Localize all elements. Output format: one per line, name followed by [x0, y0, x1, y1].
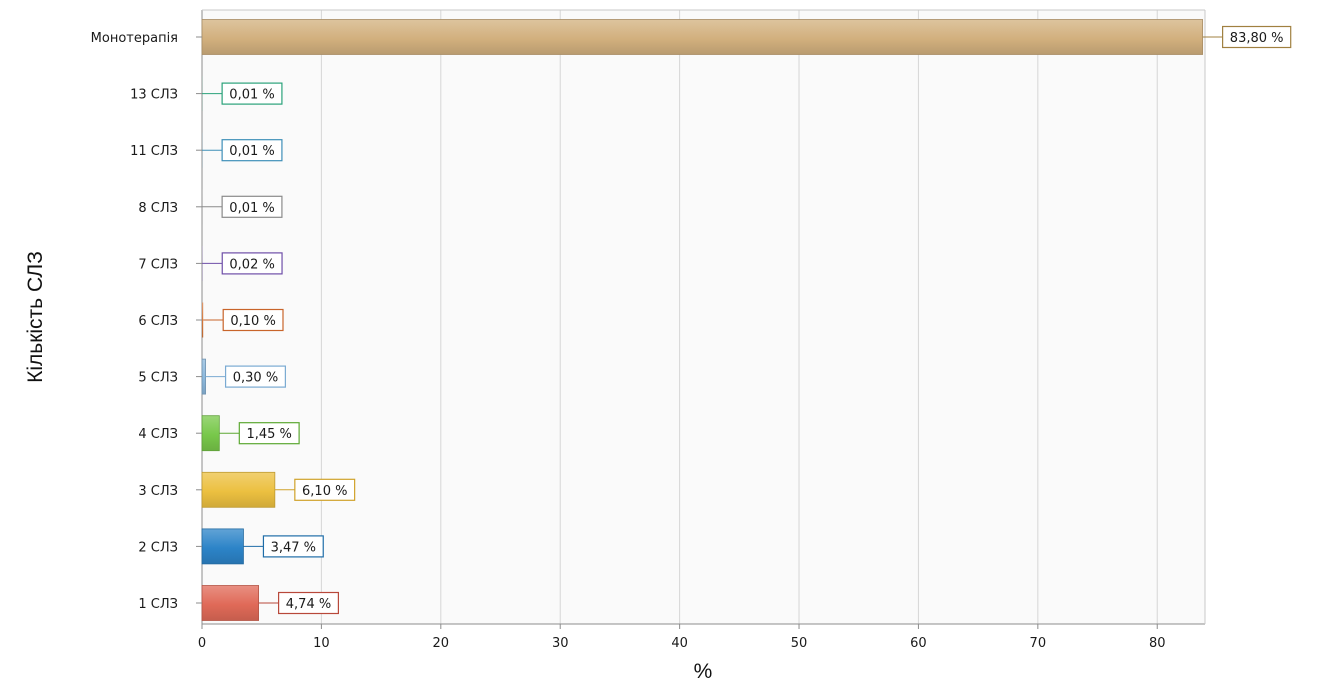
data-label: 0,01 %: [229, 201, 274, 216]
data-label: 1,45 %: [246, 427, 291, 442]
data-label: 0,01 %: [229, 144, 274, 159]
data-label-box: [221, 82, 283, 105]
y-axis-title: Кількість СЛЗ: [24, 251, 47, 383]
bars: [201, 19, 1204, 621]
x-tick-label: 10: [313, 636, 330, 651]
data-label-box: [222, 308, 284, 332]
category-label: 5 СЛЗ: [138, 371, 178, 386]
data-label-box: [221, 252, 283, 275]
category-label: 13 СЛЗ: [130, 88, 178, 103]
x-axis-title: %: [694, 660, 713, 683]
bar: [201, 358, 206, 395]
x-tick-label: 60: [910, 636, 927, 651]
data-label: 6,10 %: [302, 484, 347, 499]
category-label: 8 СЛЗ: [138, 201, 178, 216]
x-tick-label: 20: [433, 636, 450, 651]
data-label: 0,10 %: [230, 314, 275, 329]
category-label: 11 СЛЗ: [130, 144, 178, 159]
category-label: 3 СЛЗ: [138, 484, 178, 499]
data-label-box: [1222, 25, 1292, 49]
x-tick-label: 50: [791, 636, 808, 651]
bar: [202, 302, 204, 338]
category-label: 4 СЛЗ: [138, 427, 178, 442]
category-label: 7 СЛЗ: [138, 257, 178, 272]
category-label: Монотерапія: [91, 31, 178, 46]
category-label: 1 СЛЗ: [138, 597, 178, 612]
category-label: 6 СЛЗ: [138, 314, 178, 329]
data-label-box: [224, 365, 286, 388]
x-tick-label: 80: [1149, 636, 1166, 651]
bar: [201, 585, 259, 621]
gridlines: [320, 10, 1158, 624]
data-labels: 83,80 % 0,01 % 0,01 % 0,01 % 0,02 % 0,10 % 0,3…: [202, 25, 1292, 615]
data-label: 0,01 %: [229, 88, 274, 103]
data-label-box: [221, 195, 283, 218]
category-labels: Монотерапія 13 СЛЗ 11 СЛЗ 8 СЛЗ 7 СЛЗ 6 СЛЗ 5 …: [91, 31, 202, 612]
x-tick-labels: 0 10 20 30 40 50 60 70 80: [198, 624, 1166, 651]
x-tick-label: 0: [198, 636, 206, 651]
category-label: 2 СЛЗ: [138, 540, 178, 555]
plot-background: [202, 10, 1205, 624]
data-label-box: [238, 422, 300, 445]
data-label: 83,80 %: [1230, 31, 1284, 46]
data-label-box: [262, 535, 324, 558]
data-label: 0,30 %: [233, 371, 278, 386]
bar: [201, 528, 244, 565]
bar: [201, 415, 220, 452]
x-tick-label: 30: [552, 636, 569, 651]
data-label: 3,47 %: [271, 540, 316, 555]
data-label-box: [221, 139, 283, 162]
data-label: 4,74 %: [286, 597, 331, 612]
x-tick-label: 70: [1030, 636, 1047, 651]
data-label-box: [294, 478, 356, 501]
data-label: 0,02 %: [229, 257, 274, 272]
bar: [201, 19, 1204, 55]
x-tick-label: 40: [671, 636, 688, 651]
data-label-box: [277, 591, 339, 615]
bar: [201, 471, 276, 508]
